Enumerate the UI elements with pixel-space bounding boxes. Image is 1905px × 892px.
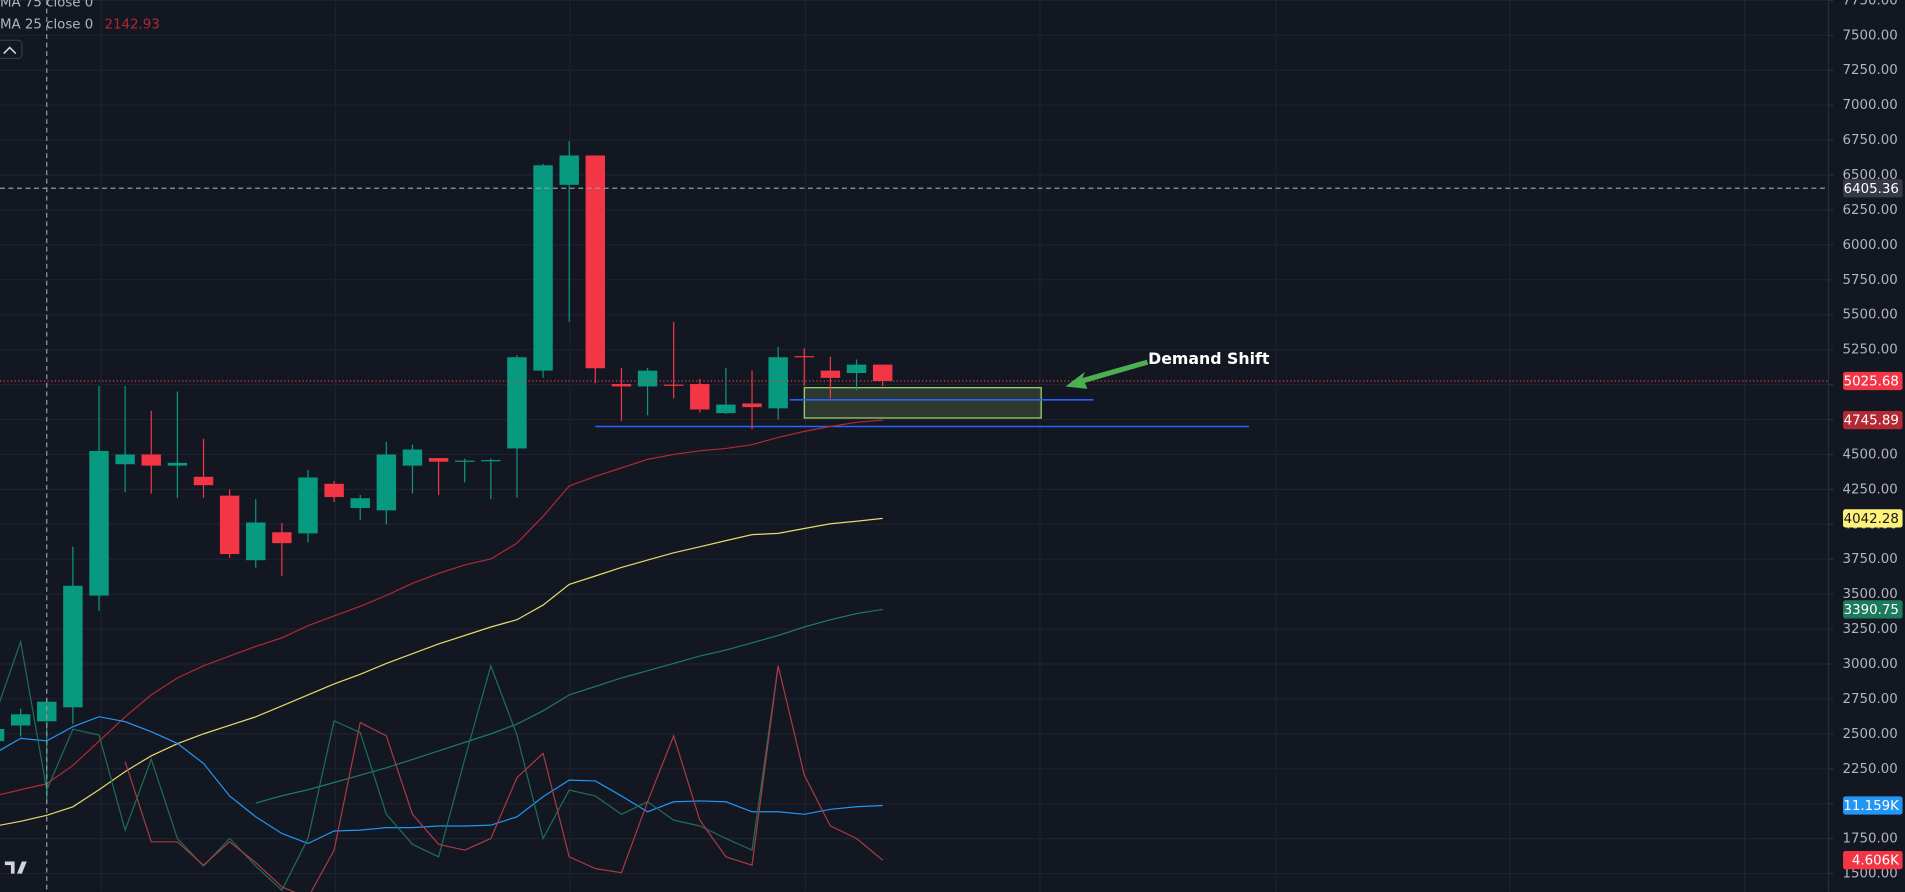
y-tick-label: 6250.00 xyxy=(1842,203,1897,218)
candle-body xyxy=(298,477,318,534)
y-tick-label: 1750.00 xyxy=(1842,832,1897,847)
y-tick-label: 4500.00 xyxy=(1842,447,1897,462)
candle-body xyxy=(63,585,83,708)
y-tick-label: 2250.00 xyxy=(1842,762,1897,777)
candle-body xyxy=(585,155,606,369)
candle-body xyxy=(454,460,475,462)
y-tick-label: 5500.00 xyxy=(1842,308,1897,323)
indicator-line xyxy=(0,716,883,845)
candle-body xyxy=(481,460,501,462)
y-tick-label: 4250.00 xyxy=(1842,482,1897,497)
candle-body xyxy=(507,357,527,449)
candle-body xyxy=(350,498,370,508)
annotation: Demand Shift xyxy=(1148,349,1270,368)
y-tick-label: 3000.00 xyxy=(1842,657,1897,672)
candle-body xyxy=(167,462,188,466)
legend-value: 2142.93 xyxy=(104,17,159,32)
price-label: 3390.75 xyxy=(1844,603,1899,618)
price-label-box xyxy=(1843,796,1903,815)
candle-body xyxy=(246,522,266,561)
candle-body xyxy=(533,165,553,371)
candle-body xyxy=(376,454,397,511)
y-tick-label: 7500.00 xyxy=(1842,28,1897,43)
candle-body xyxy=(716,404,736,414)
candle-body xyxy=(428,458,449,462)
y-tick-label: 2750.00 xyxy=(1842,692,1897,707)
candle-body xyxy=(637,370,658,387)
candle-body xyxy=(219,495,240,555)
y-tick-label: 7250.00 xyxy=(1842,63,1897,78)
price-label-box xyxy=(1843,851,1903,870)
collapse-icon xyxy=(3,46,17,55)
price-label: 4745.89 xyxy=(1844,414,1899,429)
indicator-line xyxy=(0,517,883,826)
candle-body xyxy=(611,384,632,387)
candle-body xyxy=(37,701,57,722)
candle-body xyxy=(10,714,31,726)
candle-body xyxy=(115,454,135,465)
price-label-box xyxy=(1843,600,1903,619)
y-tick-label: 3750.00 xyxy=(1842,552,1897,567)
time-grid xyxy=(100,0,1746,892)
y-tick-label: 5250.00 xyxy=(1842,343,1897,358)
price-label: 5025.68 xyxy=(1844,375,1899,390)
legend-entry: EMA 75 close 0 xyxy=(0,0,93,11)
zone xyxy=(803,387,1042,419)
price-label: 4042.28 xyxy=(1844,512,1899,527)
candle-body xyxy=(846,364,867,374)
candle-body xyxy=(402,449,423,466)
y-tick-label: 7000.00 xyxy=(1842,98,1897,113)
price-label: 4.606K xyxy=(1852,854,1900,869)
y-tick-label: 2500.00 xyxy=(1842,727,1897,742)
candle-body xyxy=(690,384,710,410)
candle-body xyxy=(742,403,762,408)
candle-body xyxy=(0,728,5,742)
y-tick-label: 6000.00 xyxy=(1842,238,1897,253)
arrow xyxy=(1065,359,1149,389)
y-tick-label: 3250.00 xyxy=(1842,622,1897,637)
y-tick-label: 7750.00 xyxy=(1842,0,1897,8)
price-label-box xyxy=(1843,179,1903,198)
y-tick-label: 3500.00 xyxy=(1842,587,1897,602)
candle-body xyxy=(89,450,109,596)
price-label-box xyxy=(1843,371,1903,391)
candle-body xyxy=(193,476,214,486)
candle-body xyxy=(141,454,161,466)
price-label: 11.159K xyxy=(1843,799,1900,814)
y-tick-label: 5750.00 xyxy=(1842,273,1897,288)
y-tick-label: 1500.00 xyxy=(1842,867,1897,882)
indicator-line xyxy=(0,419,883,796)
candle-body xyxy=(324,483,344,498)
price-label-box xyxy=(1843,509,1903,528)
logo xyxy=(4,861,27,874)
candle-body xyxy=(794,356,814,358)
candle-body xyxy=(272,532,292,544)
legend-entry: EMA 25 close 0 xyxy=(0,17,93,32)
price-label-box xyxy=(1843,410,1903,430)
candle-body xyxy=(663,384,684,386)
candle-body xyxy=(559,155,579,185)
price-label: 6405.36 xyxy=(1844,182,1899,197)
indicator-line xyxy=(255,608,883,804)
candle-body xyxy=(872,364,893,382)
candle-body xyxy=(820,370,841,378)
indicator-line xyxy=(124,665,884,892)
y-tick-label: 6750.00 xyxy=(1842,133,1897,148)
candle-body xyxy=(768,357,788,409)
